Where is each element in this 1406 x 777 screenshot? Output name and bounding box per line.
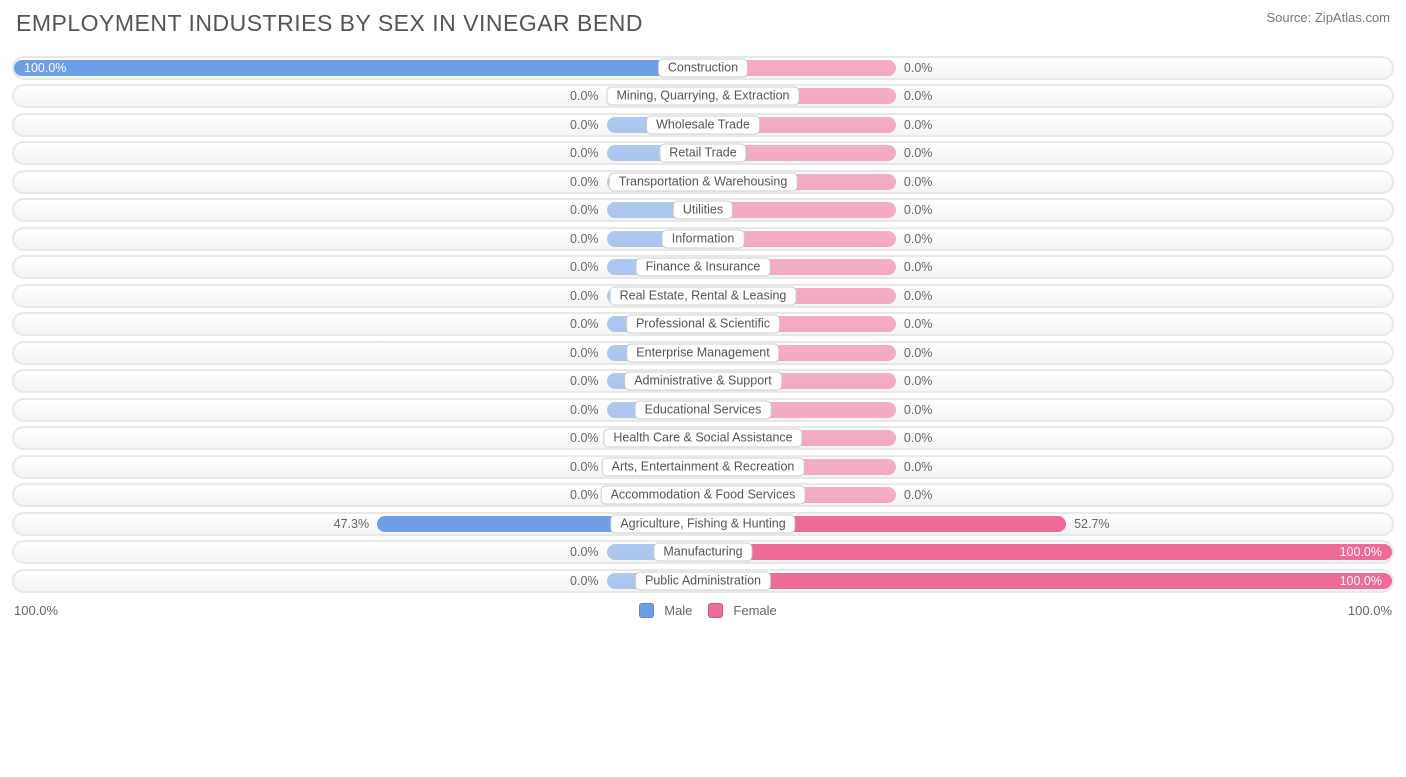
chart-row: Agriculture, Fishing & Hunting 47.3% 52.7% (12, 512, 1394, 536)
male-value: 0.0% (564, 431, 605, 445)
male-value: 0.0% (564, 374, 605, 388)
chart-row: Finance & Insurance 0.0% 0.0% (12, 255, 1394, 279)
male-bar (14, 60, 703, 76)
category-label: Transportation & Warehousing (609, 172, 798, 191)
female-bar (703, 573, 1392, 589)
male-value: 0.0% (564, 118, 605, 132)
female-value: 0.0% (898, 146, 939, 160)
chart-row: Information 0.0% 0.0% (12, 227, 1394, 251)
chart-row: Educational Services 0.0% 0.0% (12, 398, 1394, 422)
female-value: 0.0% (898, 403, 939, 417)
female-value: 100.0% (1334, 574, 1388, 588)
female-value: 0.0% (898, 317, 939, 331)
chart-row: Transportation & Warehousing 0.0% 0.0% (12, 170, 1394, 194)
chart-row: Wholesale Trade 0.0% 0.0% (12, 113, 1394, 137)
chart-row: Retail Trade 0.0% 0.0% (12, 141, 1394, 165)
male-value: 0.0% (564, 175, 605, 189)
female-value: 0.0% (898, 232, 939, 246)
category-label: Accommodation & Food Services (601, 486, 806, 505)
female-value: 0.0% (898, 118, 939, 132)
chart-row: Health Care & Social Assistance0.0%0.0% (12, 426, 1394, 450)
female-value: 0.0% (898, 61, 939, 75)
chart-header: EMPLOYMENT INDUSTRIES BY SEX IN VINEGAR … (12, 0, 1394, 51)
male-value: 0.0% (564, 545, 605, 559)
legend-swatch-female (708, 603, 723, 618)
female-value: 0.0% (898, 460, 939, 474)
category-label: Enterprise Management (626, 343, 779, 362)
chart-row: Arts, Entertainment & Recreation0.0%0.0% (12, 455, 1394, 479)
chart-row: Professional & Scientific 0.0% 0.0% (12, 312, 1394, 336)
category-label: Finance & Insurance (636, 258, 771, 277)
category-label: Health Care & Social Assistance (603, 429, 802, 448)
axis-right-end: 100.0% (1348, 603, 1392, 618)
chart-source: Source: ZipAtlas.com (1266, 10, 1390, 25)
category-label: Arts, Entertainment & Recreation (602, 457, 805, 476)
chart-row: Enterprise Management 0.0% 0.0% (12, 341, 1394, 365)
male-value: 100.0% (18, 61, 72, 75)
chart-rows: Construction100.0%0.0%Mining, Quarrying,… (12, 56, 1394, 593)
category-label: Construction (658, 58, 748, 77)
category-label: Manufacturing (653, 543, 752, 562)
male-value: 0.0% (564, 203, 605, 217)
chart-row: Real Estate, Rental & Leasing 0.0% 0.0% (12, 284, 1394, 308)
female-value: 0.0% (898, 488, 939, 502)
category-label: Mining, Quarrying, & Extraction (607, 87, 800, 106)
category-label: Administrative & Support (624, 372, 782, 391)
category-label: Professional & Scientific (626, 315, 780, 334)
female-value: 0.0% (898, 431, 939, 445)
male-value: 0.0% (564, 89, 605, 103)
chart-footer: 100.0% Male Female 100.0% (12, 597, 1394, 618)
female-value: 100.0% (1334, 545, 1388, 559)
female-value: 0.0% (898, 203, 939, 217)
legend: Male Female (629, 603, 777, 618)
male-value: 0.0% (564, 317, 605, 331)
female-value: 0.0% (898, 175, 939, 189)
female-value: 0.0% (898, 89, 939, 103)
chart-row: Utilities 0.0% 0.0% (12, 198, 1394, 222)
female-bar (703, 544, 1392, 560)
category-label: Retail Trade (659, 144, 746, 163)
male-value: 47.3% (328, 517, 375, 531)
diverging-bar-chart: EMPLOYMENT INDUSTRIES BY SEX IN VINEGAR … (0, 0, 1406, 626)
male-value: 0.0% (564, 289, 605, 303)
chart-row: Public Administration 0.0% 100.0% (12, 569, 1394, 593)
category-label: Real Estate, Rental & Leasing (610, 286, 797, 305)
category-label: Utilities (673, 201, 733, 220)
male-value: 0.0% (564, 403, 605, 417)
category-label: Agriculture, Fishing & Hunting (610, 514, 795, 533)
male-value: 0.0% (564, 232, 605, 246)
chart-row: Mining, Quarrying, & Extraction0.0%0.0% (12, 84, 1394, 108)
chart-row: Manufacturing 0.0% 100.0% (12, 540, 1394, 564)
legend-label-male: Male (664, 603, 692, 618)
chart-title: EMPLOYMENT INDUSTRIES BY SEX IN VINEGAR … (16, 10, 643, 37)
female-value: 0.0% (898, 289, 939, 303)
category-label: Information (662, 229, 745, 248)
chart-row: Administrative & Support 0.0% 0.0% (12, 369, 1394, 393)
category-label: Wholesale Trade (646, 115, 760, 134)
female-value: 0.0% (898, 374, 939, 388)
category-label: Public Administration (635, 571, 771, 590)
female-value: 0.0% (898, 260, 939, 274)
male-value: 0.0% (564, 346, 605, 360)
chart-row: Construction 100.0% 0.0% (12, 56, 1394, 80)
male-value: 0.0% (564, 260, 605, 274)
legend-swatch-male (639, 603, 654, 618)
male-value: 0.0% (564, 488, 605, 502)
legend-label-female: Female (733, 603, 776, 618)
female-value: 0.0% (898, 346, 939, 360)
female-value: 52.7% (1068, 517, 1115, 531)
male-value: 0.0% (564, 574, 605, 588)
male-value: 0.0% (564, 146, 605, 160)
chart-row: Accommodation & Food Services0.0%0.0% (12, 483, 1394, 507)
category-label: Educational Services (635, 400, 772, 419)
axis-left-end: 100.0% (14, 603, 58, 618)
male-value: 0.0% (564, 460, 605, 474)
